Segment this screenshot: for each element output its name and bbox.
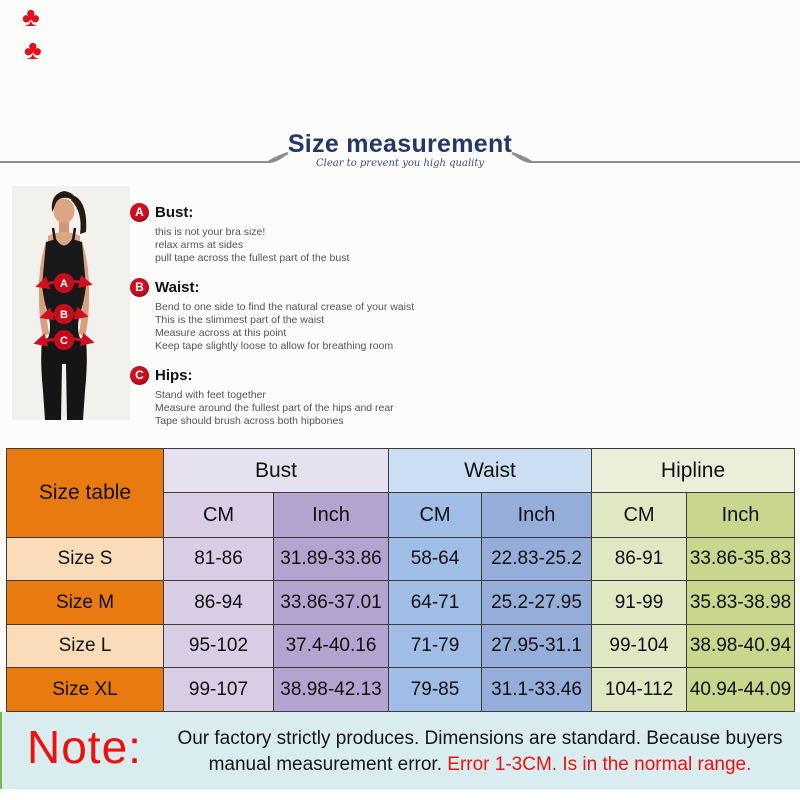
hips-marker-letter: C (60, 335, 68, 347)
table-row-size-s: Size S 81-86 31.89-33.86 58-64 22.83-25.… (6, 537, 796, 581)
bust-marker-letter: A (60, 278, 68, 290)
waist-inch-header: Inch (480, 492, 593, 538)
cell-waist-inch: 22.83-25.2 (480, 537, 593, 581)
size-label: Size S (6, 537, 164, 581)
size-label: Size L (6, 624, 164, 668)
cell-bust-cm: 99-107 (163, 667, 274, 712)
guide-section-hips: C Hips: Stand with feet together Measure… (130, 366, 440, 428)
cell-hipline-inch: 40.94-44.09 (686, 667, 796, 712)
cell-waist-cm: 79-85 (388, 667, 482, 712)
red-stamp-icon: ♣ (24, 35, 42, 65)
model-photo: A B C (12, 186, 130, 424)
note-line1: Our factory strictly produces. Dimension… (177, 728, 783, 749)
bust-marker-circle (54, 273, 74, 293)
guide-line: Stand with feet together (155, 389, 266, 401)
cell-hipline-inch: 35.83-38.98 (686, 580, 796, 625)
hips-heading: Hips: (155, 367, 193, 384)
model-figure-illustration: A B C (12, 186, 130, 420)
bust-group-header: Bust (163, 448, 389, 493)
cell-waist-inch: 25.2-27.95 (480, 580, 593, 625)
guide-line: Keep tape slightly loose to allow for br… (155, 340, 394, 352)
waist-heading: Waist: (155, 279, 200, 296)
table-row-size-m: Size M 86-94 33.86-37.01 64-71 25.2-27.9… (6, 580, 796, 625)
corner-cell: Size table (6, 448, 164, 538)
cell-waist-inch: 31.1-33.46 (480, 667, 593, 712)
cell-hipline-cm: 104-112 (591, 667, 688, 712)
waist-marker-letter: B (60, 309, 68, 321)
cell-bust-inch: 33.86-37.01 (273, 580, 389, 625)
page-title: Size measurement (287, 130, 513, 158)
cell-bust-cm: 86-94 (163, 580, 274, 625)
guide-line: Tape should brush across both hipbones (155, 415, 344, 427)
guide-section-bust: A Bust: this is not your bra size! relax… (130, 203, 440, 265)
waist-marker-circle (54, 304, 74, 324)
hipline-group-header: Hipline (591, 448, 796, 493)
cell-waist-inch: 27.95-31.1 (480, 624, 593, 668)
table-header-units: CM Inch CM Inch CM Inch (7, 492, 796, 538)
hipline-cm-header: CM (591, 492, 688, 538)
hips-marker-circle (54, 330, 74, 350)
letter-c-badge: C (130, 366, 149, 385)
guide-line: relax arms at sides (155, 239, 244, 251)
waist-cm-header: CM (388, 492, 482, 538)
guide-line: this is not your bra size! (155, 226, 266, 238)
note-line2-black: manual measurement error. (208, 754, 448, 775)
hipline-inch-header: Inch (686, 492, 796, 538)
guide-line: This is the slimmest part of the waist (155, 314, 325, 326)
table-row-size-l: Size L 95-102 37.4-40.16 71-79 27.95-31.… (6, 624, 796, 668)
guide-line: Bend to one side to find the natural cre… (155, 301, 415, 313)
cell-hipline-cm: 91-99 (591, 580, 688, 625)
table-row-size-xl: Size XL 99-107 38.98-42.13 79-85 31.1-33… (6, 667, 796, 712)
red-stamp-icon: ♣ (22, 2, 40, 32)
guide-line: Measure around the fullest part of the h… (155, 402, 394, 414)
cell-bust-cm: 95-102 (163, 624, 274, 668)
page-subtitle: Clear to prevent you high quality (315, 158, 485, 169)
left-flourish-line (0, 152, 289, 163)
bottom-margin (0, 789, 800, 800)
cell-bust-cm: 81-86 (163, 537, 274, 581)
cell-hipline-cm: 86-91 (591, 537, 688, 581)
cell-bust-inch: 38.98-42.13 (273, 667, 389, 712)
note-line2-red: Error 1-3CM. Is in the normal range. (447, 754, 752, 775)
cell-waist-cm: 58-64 (388, 537, 482, 581)
right-flourish-line (511, 152, 800, 163)
bust-heading: Bust: (155, 204, 194, 221)
bust-cm-header: CM (163, 492, 274, 538)
letter-b-badge: B (130, 278, 149, 297)
guide-section-waist: B Waist: Bend to one side to find the na… (130, 278, 440, 353)
cell-hipline-inch: 38.98-40.94 (686, 624, 796, 668)
measurement-guide: A Bust: this is not your bra size! relax… (130, 203, 440, 441)
table-header-groups: Size table Bust Waist Hipline (6, 448, 796, 538)
guide-line: pull tape across the fullest part of the… (155, 252, 350, 264)
cell-hipline-inch: 33.86-35.83 (686, 537, 796, 581)
cell-bust-inch: 31.89-33.86 (273, 537, 389, 581)
note-banner: Note: Our factory strictly produces. Dim… (0, 712, 800, 789)
letter-a-badge: A (130, 203, 149, 222)
cell-waist-cm: 64-71 (388, 580, 482, 625)
cell-waist-cm: 71-79 (388, 624, 482, 668)
bust-inch-header: Inch (273, 492, 389, 538)
note-text: Our factory strictly produces. Dimension… (172, 726, 788, 778)
size-table: Size table Bust Waist Hipline CM Inch CM… (6, 448, 796, 712)
waist-group-header: Waist (387, 448, 593, 493)
cell-bust-inch: 37.4-40.16 (273, 624, 389, 668)
size-label: Size XL (6, 667, 164, 712)
guide-line: Measure across at this point (155, 327, 287, 339)
note-label: Note: (27, 721, 142, 773)
size-label: Size M (6, 580, 164, 625)
cell-hipline-cm: 99-104 (591, 624, 688, 668)
